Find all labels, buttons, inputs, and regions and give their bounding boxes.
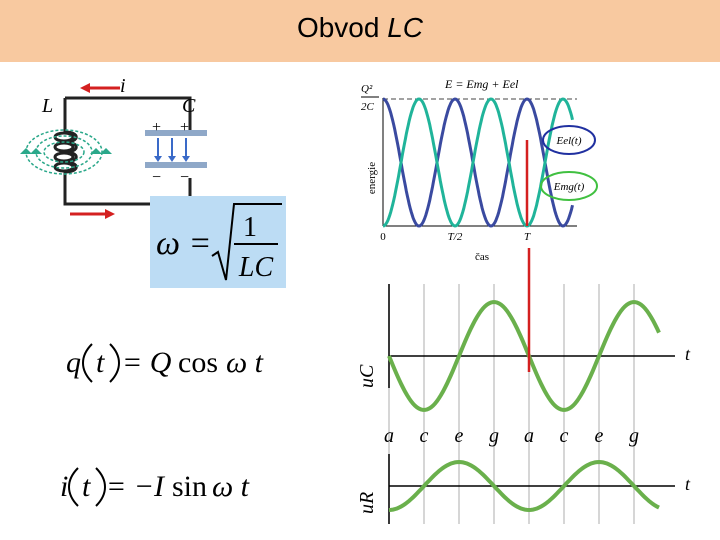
label-i: i [120, 75, 126, 97]
el-energy-curve [382, 97, 574, 228]
capacitor-plate-top [145, 130, 207, 136]
sqrt-sign [211, 203, 282, 281]
uc-curve [387, 300, 661, 412]
y-top-label-den: 2C [361, 101, 375, 113]
x-tick-T: T [524, 231, 531, 243]
omega-t-cos: ω t [226, 346, 264, 379]
sin-function: sin [172, 470, 207, 503]
minus-sign-1: − [152, 169, 161, 186]
omega-formula-box [150, 196, 286, 288]
x-label-2: e [455, 425, 464, 447]
legend-el: Eel(t) [555, 135, 581, 147]
legend-mg-circle [540, 171, 598, 201]
paren-close-i [95, 467, 106, 507]
x-label-4: a [524, 425, 534, 447]
label-C: C [182, 95, 196, 117]
x-tick-0: 0 [380, 231, 386, 243]
uc-ylabel: uC [356, 364, 378, 388]
energy-chart: E = Emg + Eel Q² 2C energie 0 T/2 T čas … [361, 77, 598, 263]
voltage-chart: uC t a c e g a c e g uR t [356, 248, 691, 524]
t-symbol-i: t [82, 470, 91, 503]
title-italic: LC [387, 12, 424, 43]
omega-lhs: ω = [156, 225, 211, 262]
paren-open [82, 343, 93, 383]
energy-title: E = Emg + Eel [444, 77, 519, 91]
title-bar [0, 0, 720, 62]
top-wire [65, 96, 192, 130]
current-eq: = −I [106, 470, 166, 503]
ur-curve [388, 459, 660, 513]
x-label-7: g [629, 425, 639, 447]
label-L: L [41, 95, 53, 117]
x-label-0: a [384, 425, 394, 447]
paren-close [109, 343, 120, 383]
minus-sign-2: − [180, 169, 189, 186]
energy-xlabel: čas [475, 251, 489, 263]
current-arrow-bottom-head [105, 209, 115, 219]
plus-sign-2: + [180, 119, 189, 136]
uc-t-label: t [685, 344, 691, 364]
q-symbol: q [66, 346, 81, 379]
omega-denominator: LC [238, 252, 274, 283]
i-symbol: i [60, 470, 68, 503]
paren-open-i [68, 467, 79, 507]
ur-t-label: t [685, 474, 691, 494]
charge-eq: = Q [122, 346, 172, 379]
x-tick-half: T/2 [448, 231, 463, 243]
legend-el-circle [542, 125, 596, 155]
t-symbol: t [96, 346, 105, 379]
current-arrow-top-head [80, 83, 90, 93]
cos-function: cos [178, 346, 218, 379]
charge-formula: q t = Q cos ω t [66, 343, 264, 383]
energy-ylabel: energie [366, 162, 378, 194]
plus-sign-1: + [152, 119, 161, 136]
ur-ylabel: uR [356, 492, 378, 514]
legend-mg: Emg(t) [553, 181, 585, 193]
inductor-coil [53, 130, 78, 174]
page-title: Obvod LC [0, 12, 720, 44]
x-label-1: c [420, 425, 429, 447]
current-formula: i t = −I sin ω t [60, 467, 250, 507]
omega-formula: ω = 1 LC [156, 203, 282, 283]
bottom-wire [63, 172, 192, 206]
field-arrows [20, 148, 112, 154]
x-label-6: e [595, 425, 604, 447]
capacitor-plate-bottom [145, 162, 207, 168]
capacitor-field-lines [157, 138, 187, 158]
x-label-3: g [489, 425, 499, 447]
y-top-label-num: Q² [361, 83, 373, 95]
x-label-5: c [560, 425, 569, 447]
omega-t-sin: ω t [212, 470, 250, 503]
capacitor-field-arrows [154, 156, 190, 162]
omega-numerator: 1 [243, 212, 257, 243]
lc-circuit-diagram: L C i + + − − [20, 75, 207, 219]
title-main: Obvod [296, 12, 380, 43]
